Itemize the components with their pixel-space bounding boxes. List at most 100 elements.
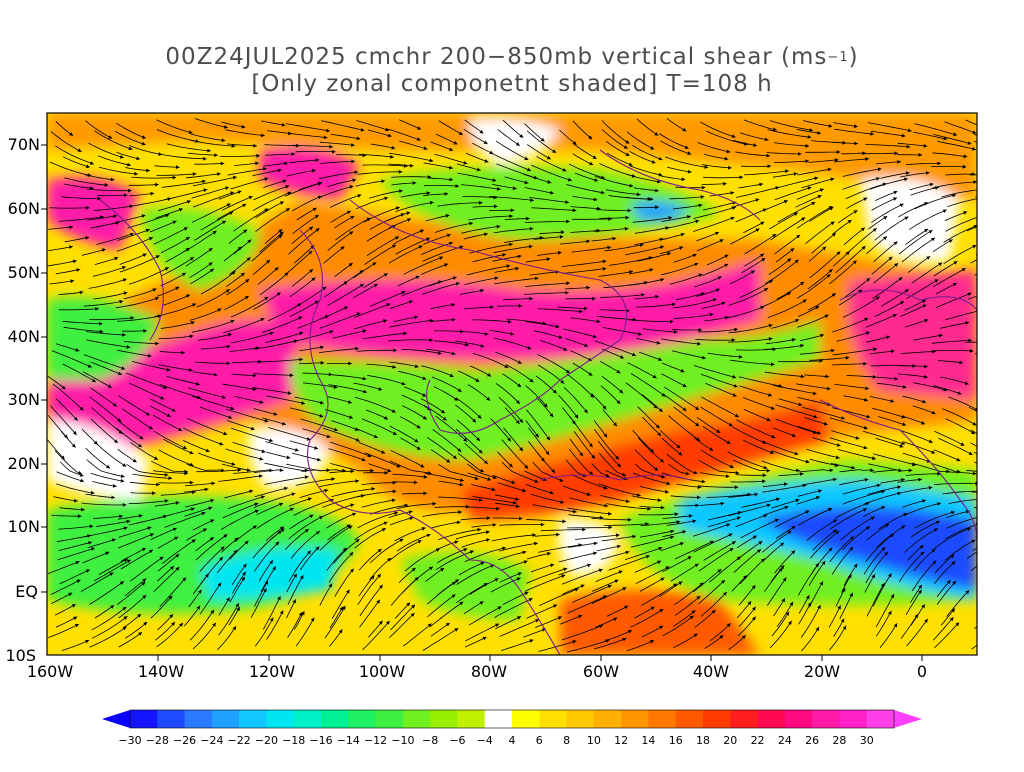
streamline-arrow	[1017, 163, 1021, 167]
colorbar-label: −20	[255, 734, 278, 747]
streamline	[981, 311, 1015, 317]
streamline	[981, 383, 1003, 393]
colorbar-cell	[703, 710, 731, 728]
lat-label: 50N	[8, 263, 40, 282]
colorbar-cell	[294, 710, 322, 728]
colorbar-high-arrow	[894, 710, 922, 728]
colorbar-label: 18	[696, 734, 710, 747]
streamline-arrow	[990, 603, 994, 607]
colorbar-cell	[867, 710, 895, 728]
streamline-arrow	[997, 605, 1001, 609]
colorbar-cell	[321, 710, 349, 728]
colorbar-cell	[130, 710, 158, 728]
colorbar-label: −8	[422, 734, 438, 747]
lat-label: 20N	[8, 454, 40, 473]
streamline-arrow	[996, 568, 1000, 572]
streamline-arrow	[1012, 310, 1016, 314]
streamline-arrow	[998, 465, 1002, 468]
colorbar-cell	[457, 710, 485, 728]
streamline-arrow	[1012, 517, 1016, 521]
streamline	[982, 209, 1024, 218]
streamline-arrow	[998, 389, 1002, 393]
lat-label: 60N	[8, 199, 40, 218]
colorbar-cell	[648, 710, 676, 728]
streamline	[974, 134, 1010, 148]
lon-label: 160W	[27, 662, 74, 681]
streamline-arrow	[985, 514, 989, 518]
colorbar-cell	[594, 710, 622, 728]
streamline-arrow	[1007, 150, 1011, 154]
streamline-arrow	[1010, 258, 1014, 262]
streamline-arrow	[1004, 408, 1008, 412]
streamline-arrow	[982, 214, 986, 218]
streamline	[975, 354, 1019, 363]
colorbar-cell	[812, 710, 840, 728]
colorbar-label: −18	[282, 734, 305, 747]
streamline-arrow	[994, 624, 998, 628]
colorbar-label: −12	[364, 734, 387, 747]
colorbar-cell	[212, 710, 240, 728]
colorbar-label: −26	[173, 734, 196, 747]
streamline-arrow	[997, 627, 1001, 631]
streamline	[131, 493, 156, 494]
colorbar-label: −16	[309, 734, 332, 747]
lat-label: 30N	[8, 390, 40, 409]
colorbar-label: 14	[641, 734, 655, 747]
streamline-arrow	[992, 289, 996, 293]
colorbar-label: −10	[391, 734, 414, 747]
streamline	[977, 157, 1021, 166]
streamline	[974, 141, 1011, 153]
streamline-arrow	[979, 489, 983, 493]
streamline-arrow	[996, 192, 1000, 196]
colorbar-label: −4	[477, 734, 493, 747]
streamline	[976, 242, 1007, 255]
streamline	[983, 185, 1008, 186]
streamline-arrow	[982, 196, 986, 200]
streamline-arrow	[1018, 198, 1022, 202]
streamline-arrow	[1010, 373, 1014, 377]
streamline-arrow	[990, 441, 994, 445]
colorbar-cell	[376, 710, 404, 728]
colorbar-label: −22	[228, 734, 251, 747]
streamline-arrow	[985, 497, 989, 501]
lon-label: 100W	[359, 662, 406, 681]
colorbar-cell	[266, 710, 294, 728]
streamline	[978, 325, 1003, 327]
streamline-arrow	[1010, 512, 1014, 516]
streamline-arrow	[997, 423, 1001, 427]
streamline-arrow	[990, 540, 994, 544]
streamline	[975, 605, 1002, 629]
colorbar-cell	[485, 710, 513, 728]
latitude-ticks	[41, 145, 47, 592]
streamline-arrow	[1005, 503, 1009, 507]
colorbar-cell	[185, 710, 213, 728]
lon-label: 80W	[471, 662, 507, 681]
colorbar-cell	[512, 710, 540, 728]
colorbar-cell	[157, 710, 185, 728]
colorbar-cell	[676, 710, 704, 728]
streamline-arrow	[1004, 183, 1008, 187]
streamline-arrow	[1006, 145, 1010, 149]
streamline	[983, 580, 1000, 595]
colorbar-cell	[758, 710, 786, 728]
streamline	[976, 529, 999, 538]
streamline-arrow	[992, 341, 996, 345]
streamline	[982, 271, 1018, 285]
streamline-arrow	[988, 128, 992, 132]
streamline	[974, 462, 1010, 474]
streamline	[978, 167, 1003, 170]
colorbar-label: 22	[751, 734, 765, 747]
colorbar-label: 28	[832, 734, 846, 747]
streamline-arrow	[1001, 538, 1005, 542]
colorbar-label: −30	[118, 734, 141, 747]
streamline-arrow	[1015, 359, 1019, 363]
streamline	[979, 487, 1019, 490]
streamline	[974, 504, 1009, 507]
streamline-arrow	[1017, 297, 1021, 301]
streamline-arrow	[1011, 387, 1015, 390]
colorbar-label: 24	[778, 734, 792, 747]
streamline-arrow	[1014, 270, 1018, 274]
colorbar-cell	[239, 710, 267, 728]
streamline-arrow	[982, 188, 986, 192]
